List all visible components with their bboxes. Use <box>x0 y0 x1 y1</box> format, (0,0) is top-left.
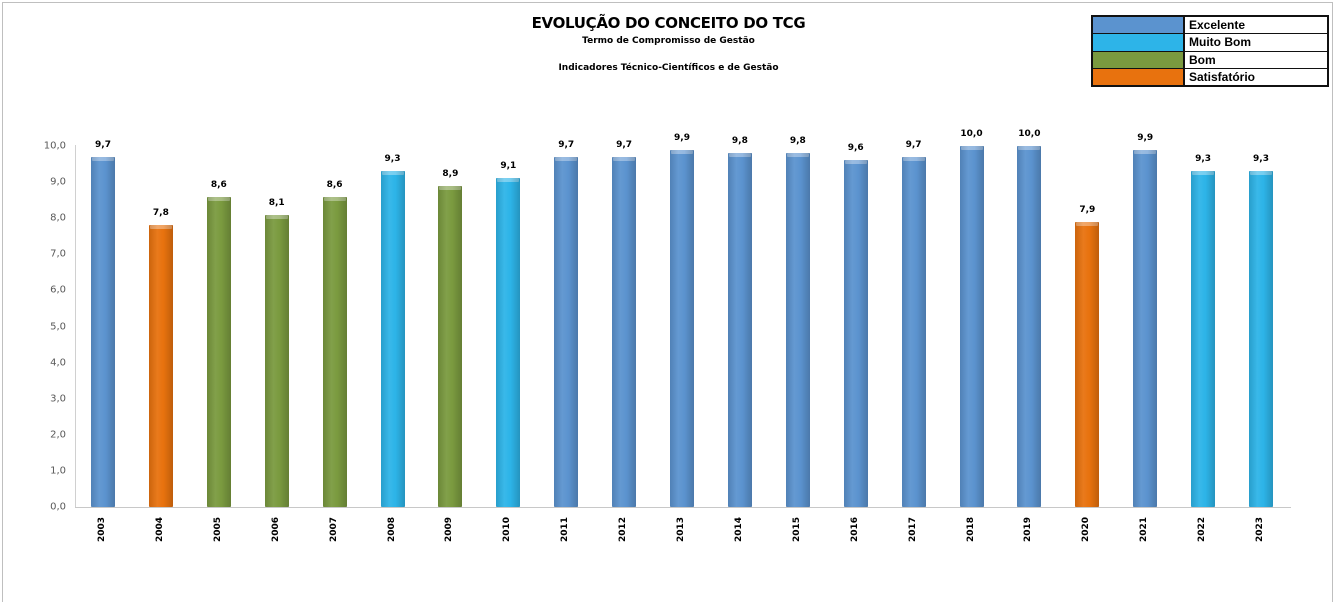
x-tick-label: 2022 <box>1197 516 1208 542</box>
bar-2013 <box>670 149 694 508</box>
legend-swatch <box>1093 68 1183 85</box>
bar-value-label: 9,9 <box>1137 132 1154 143</box>
x-tick-label: 2015 <box>791 516 802 542</box>
bar-value-label: 8,9 <box>442 168 459 179</box>
y-tick-label: 4,0 <box>50 357 66 369</box>
bar-value-label: 8,6 <box>210 179 227 190</box>
legend-label: Excelente <box>1185 17 1327 34</box>
x-tick-label: 2017 <box>907 516 918 542</box>
y-tick-label: 5,0 <box>50 321 66 332</box>
y-tick-label: 0,0 <box>50 501 66 513</box>
x-tick-label: 2009 <box>444 516 455 542</box>
bar-2014 <box>727 153 752 507</box>
chart-subtitle: Termo de Compromisso de Gestão <box>582 36 755 46</box>
legend-item: Muito Bom <box>1093 34 1327 51</box>
x-tick-label: 2010 <box>502 516 513 542</box>
x-tick-label: 2007 <box>328 516 339 542</box>
bar-value-label: 9,7 <box>95 139 111 150</box>
bar-value-label: 9,9 <box>674 132 690 143</box>
bar-2003 <box>91 156 115 508</box>
bar-2005 <box>206 196 231 508</box>
y-tick-label: 1,0 <box>50 465 66 477</box>
x-tick-label: 2014 <box>733 516 744 542</box>
bar-2008 <box>380 171 405 507</box>
bar-2020 <box>1075 221 1100 508</box>
x-tick-label: 2004 <box>154 516 165 542</box>
bar-2007 <box>322 196 347 508</box>
legend-label: Bom <box>1185 51 1327 68</box>
bar-value-label: 9,8 <box>731 136 748 147</box>
bar-value-label: 7,8 <box>152 208 169 219</box>
bar-2006 <box>264 214 289 508</box>
y-axis <box>75 145 76 507</box>
bar-value-label: 8,1 <box>268 197 285 208</box>
bar-value-label: 9,1 <box>500 161 517 172</box>
x-tick-label: 2020 <box>1081 516 1092 542</box>
bar-value-label: 8,6 <box>326 179 343 190</box>
x-tick-label: 2006 <box>270 516 281 542</box>
x-tick-label: 2003 <box>97 516 107 542</box>
bar-2004 <box>148 225 173 507</box>
bar-2011 <box>554 156 579 508</box>
bar-value-label: 9,6 <box>847 143 864 154</box>
bar-2019 <box>1017 146 1042 507</box>
y-tick-label: 3,0 <box>50 393 66 405</box>
bar-2022 <box>1191 171 1216 507</box>
x-tick-label: 2019 <box>1023 516 1034 542</box>
bar-2012 <box>612 156 637 508</box>
bar-2018 <box>959 146 984 507</box>
bar-value-label: 9,3 <box>384 154 401 165</box>
x-tick-label: 2023 <box>1255 516 1265 542</box>
legend-item: Excelente <box>1093 17 1327 34</box>
x-tick-label: 2012 <box>618 516 629 542</box>
y-tick-label: 2,0 <box>50 429 66 441</box>
legend-label: Muito Bom <box>1185 34 1327 51</box>
chart-title: EVOLUÇÃO DO CONCEITO DO TCG <box>531 14 806 32</box>
bar-value-label: 9,3 <box>1253 154 1269 165</box>
bar-value-label: 9,7 <box>905 139 922 150</box>
legend-swatch <box>1093 17 1183 34</box>
chart-subtitle-indicators: Indicadores Técnico-Científicos e de Ges… <box>558 63 779 73</box>
legend-label: Satisfatório <box>1185 68 1327 85</box>
x-tick-label: 2016 <box>849 516 860 542</box>
bar-2016 <box>843 160 868 507</box>
legend-item: Bom <box>1093 51 1327 68</box>
bar-value-label: 9,8 <box>789 136 806 147</box>
bar-value-label: 9,7 <box>558 139 575 150</box>
bar-value-label: 9,7 <box>616 139 633 150</box>
x-tick-label: 2013 <box>676 516 686 542</box>
bar-value-label: 10,0 <box>1018 129 1041 139</box>
bar-2015 <box>785 153 810 507</box>
y-tick-label: 6,0 <box>50 284 66 296</box>
x-tick-label: 2011 <box>560 516 571 542</box>
x-tick-label: 2018 <box>965 516 976 542</box>
y-tick-label: 8,0 <box>50 212 66 224</box>
legend-item: Satisfatório <box>1093 68 1327 85</box>
legend: Excelente Muito Bom Bom Satisfatório <box>1091 15 1329 87</box>
bar-2017 <box>901 156 926 508</box>
plot-area: 0,0 1,0 2,0 3,0 4,0 5,0 6,0 7,0 8,0 9,0 10,0 9,7 200… <box>43 129 1291 542</box>
y-tick-label: 7,0 <box>50 248 66 260</box>
bar-value-label: 10,0 <box>960 129 983 139</box>
x-axis <box>75 507 1291 508</box>
y-tick-label: 9,0 <box>50 176 66 188</box>
bar-2010 <box>496 178 521 507</box>
y-tick-label: 10,0 <box>43 140 66 152</box>
x-tick-label: 2021 <box>1139 516 1150 542</box>
bar-2021 <box>1133 149 1158 508</box>
legend-swatch <box>1093 34 1183 51</box>
x-tick-label: 2008 <box>386 516 397 542</box>
bar-2009 <box>438 185 463 508</box>
legend-swatch <box>1093 51 1183 68</box>
bar-2023 <box>1249 171 1273 507</box>
x-tick-label: 2005 <box>212 516 223 542</box>
bar-value-label: 9,3 <box>1195 154 1212 165</box>
bar-value-label: 7,9 <box>1079 204 1096 215</box>
